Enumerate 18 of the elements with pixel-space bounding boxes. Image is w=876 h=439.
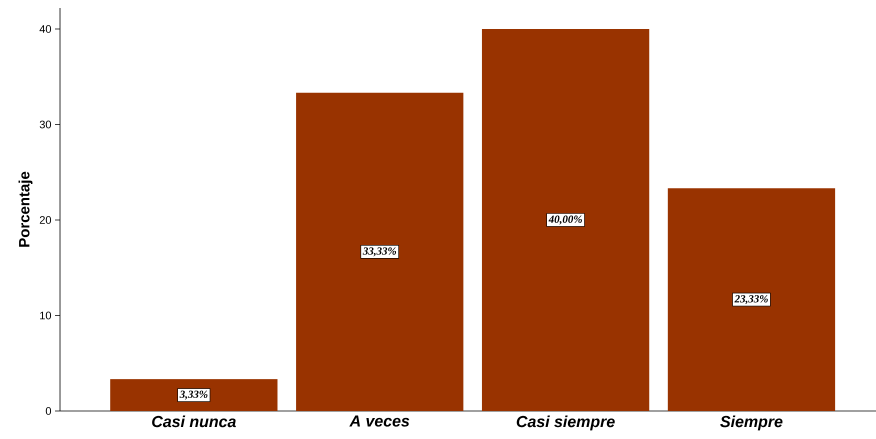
y-tick-label: 40 — [40, 25, 52, 33]
data-label: 33,33% — [362, 247, 396, 256]
x-tick-label: Casi siempre — [516, 416, 615, 430]
x-tick-label: A veces — [349, 416, 410, 427]
y-tick-label: 30 — [40, 120, 52, 128]
y-tick-label: 0 — [46, 407, 52, 415]
y-axis-title: Porcentaje — [18, 172, 32, 247]
bar — [668, 188, 836, 411]
y-tick-label: 10 — [40, 312, 52, 320]
x-tick-label: Casi nunca — [152, 416, 236, 428]
data-label: 40,00% — [548, 216, 582, 224]
data-label: 23,33% — [734, 295, 768, 304]
data-label: 3,33% — [180, 390, 208, 400]
bar — [482, 28, 650, 411]
x-tick-label: Siempre — [720, 416, 782, 430]
bar — [296, 92, 464, 411]
y-tick-label: 20 — [40, 216, 52, 224]
bar — [110, 379, 278, 411]
